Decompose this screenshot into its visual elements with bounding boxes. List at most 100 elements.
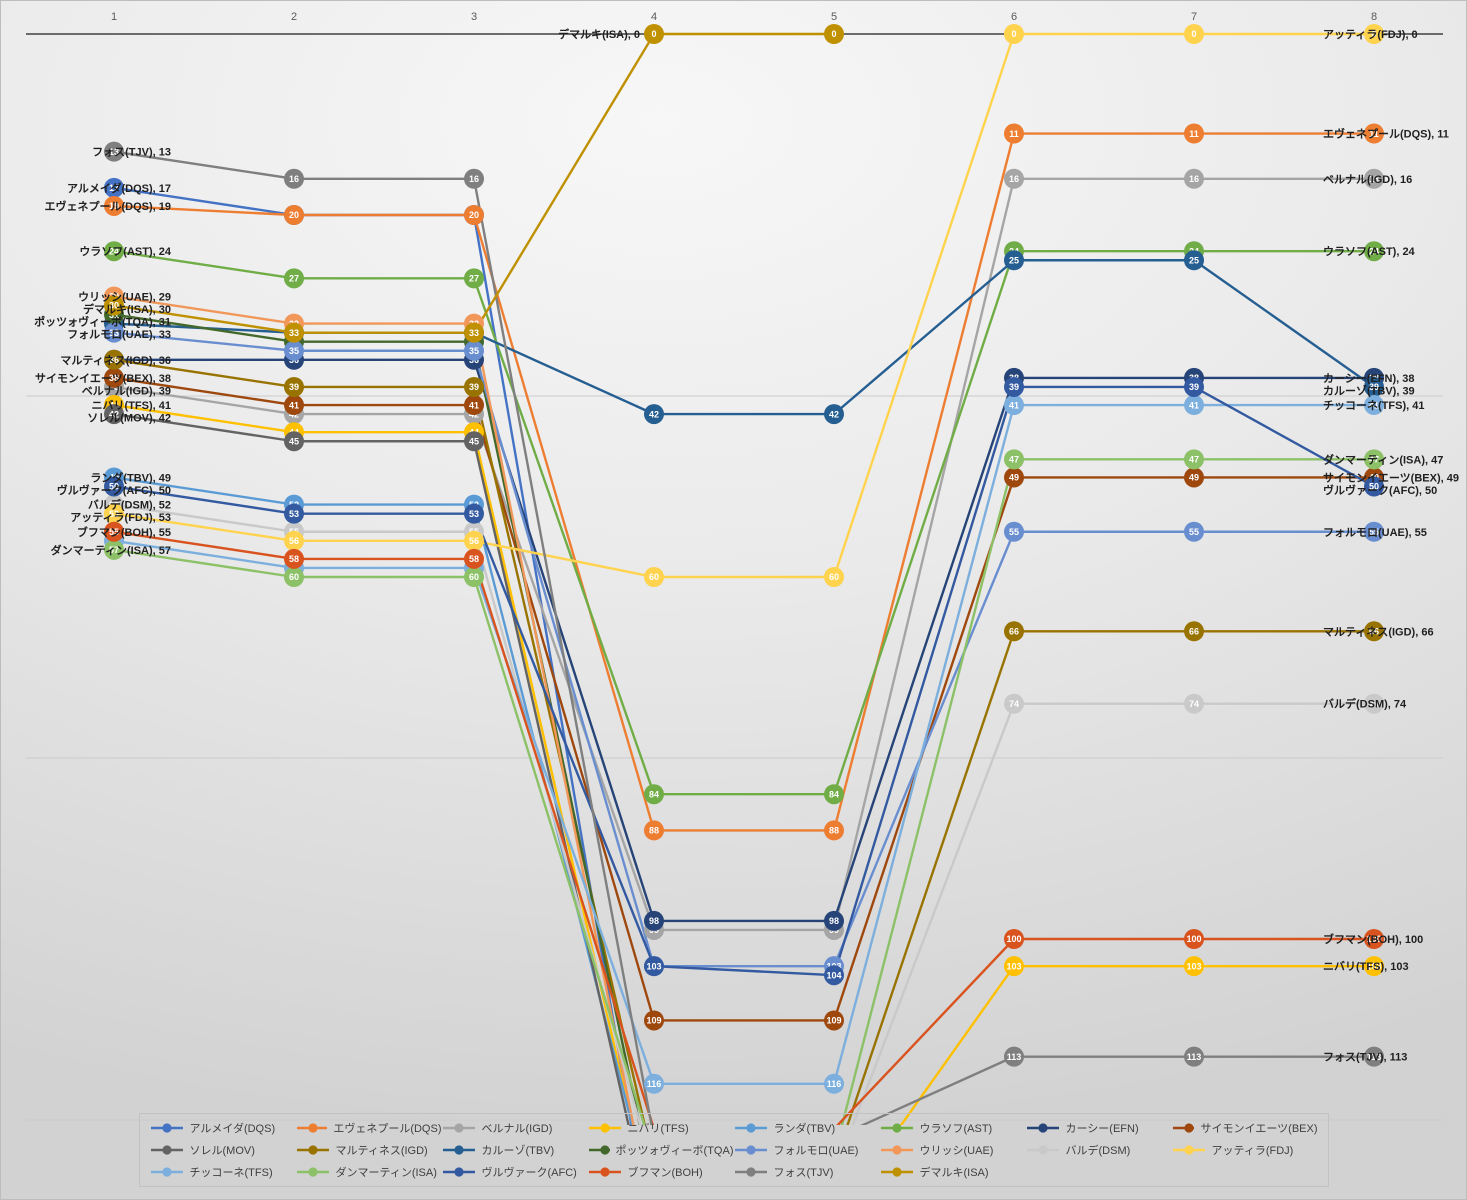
legend-item[interactable]: ウリッシ(UAE): [880, 1139, 1026, 1161]
data-point-marker[interactable]: 60: [284, 567, 304, 587]
data-point-marker[interactable]: 58: [464, 548, 484, 569]
data-point-marker[interactable]: 100: [1184, 929, 1204, 949]
data-point-marker[interactable]: 11: [1364, 123, 1384, 144]
series-line[interactable]: [113, 358, 1374, 1133]
legend-item[interactable]: ポッツォヴィーボ(TQA): [588, 1139, 734, 1161]
series-line[interactable]: [113, 331, 1374, 968]
data-point-marker[interactable]: 11: [1004, 123, 1024, 144]
data-point-marker[interactable]: 33: [464, 322, 484, 343]
data-point-marker[interactable]: 17: [104, 177, 124, 198]
data-point-marker[interactable]: 47: [1004, 449, 1024, 470]
data-point-marker[interactable]: 36: [104, 349, 124, 370]
data-point-marker[interactable]: 39: [284, 376, 304, 397]
series-line[interactable]: [113, 150, 1374, 1133]
data-point-marker[interactable]: 35: [464, 340, 484, 361]
data-point-marker[interactable]: 39: [1004, 376, 1024, 397]
series-line[interactable]: [113, 376, 1374, 1022]
data-point-marker[interactable]: 16: [1004, 168, 1024, 189]
legend-item[interactable]: アッティラ(FDJ): [1172, 1139, 1318, 1161]
legend-item[interactable]: デマルキ(ISA): [880, 1161, 1026, 1183]
series-line[interactable]: [113, 32, 1374, 579]
data-point-marker[interactable]: 53: [464, 503, 484, 524]
data-point-marker[interactable]: 50: [104, 476, 124, 497]
legend-item[interactable]: ブフマン(BOH): [588, 1161, 734, 1183]
series-line[interactable]: [113, 403, 1374, 1086]
data-point-marker[interactable]: 16: [1364, 168, 1384, 189]
data-point-marker[interactable]: 49: [1184, 467, 1204, 488]
legend-item[interactable]: バルデ(DSM): [1026, 1139, 1172, 1161]
data-point-marker[interactable]: 20: [464, 205, 484, 225]
data-point-marker[interactable]: 39: [1364, 376, 1384, 397]
series-line[interactable]: [113, 458, 1374, 1133]
data-point-marker[interactable]: 66: [1364, 621, 1384, 642]
legend-item[interactable]: フォルモロ(UAE): [734, 1139, 880, 1161]
series-line[interactable]: [113, 503, 1374, 1133]
data-point-marker[interactable]: 47: [1364, 449, 1384, 470]
data-point-marker[interactable]: 25: [1184, 250, 1204, 271]
legend-item[interactable]: ウラソフ(AST): [880, 1117, 1026, 1139]
data-point-marker[interactable]: 45: [464, 431, 484, 452]
data-point-marker[interactable]: 25: [1004, 250, 1024, 271]
data-point-marker[interactable]: 41: [1364, 395, 1384, 416]
data-point-marker[interactable]: 41: [1184, 395, 1204, 416]
data-point-marker[interactable]: 58: [284, 548, 304, 569]
data-point-marker[interactable]: 74: [1364, 693, 1384, 714]
data-point-marker[interactable]: 27: [284, 268, 304, 289]
legend-item[interactable]: フォス(TJV): [734, 1161, 880, 1183]
data-point-marker[interactable]: 45: [284, 431, 304, 452]
data-point-marker[interactable]: 109: [824, 1010, 844, 1031]
data-point-marker[interactable]: 49: [1004, 467, 1024, 488]
series-line[interactable]: [113, 132, 1374, 832]
data-point-marker[interactable]: 20: [284, 205, 304, 225]
legend-item[interactable]: マルティネス(IGD): [296, 1139, 442, 1161]
data-point-marker[interactable]: 39: [1184, 376, 1204, 397]
data-point-marker[interactable]: 42: [104, 404, 124, 425]
data-point-marker[interactable]: 116: [644, 1073, 664, 1094]
data-point-marker[interactable]: 56: [464, 530, 484, 551]
data-point-marker[interactable]: 55: [104, 521, 124, 542]
series-line[interactable]: [113, 412, 654, 1133]
data-point-marker[interactable]: 100: [1004, 929, 1024, 949]
data-point-marker[interactable]: 50: [1364, 476, 1384, 497]
data-point-marker[interactable]: 57: [104, 539, 124, 560]
series-line[interactable]: [113, 403, 1374, 1133]
series-line[interactable]: [113, 313, 654, 1133]
legend-item[interactable]: ソレル(MOV): [150, 1139, 296, 1161]
legend-item[interactable]: カルーゾ(TBV): [442, 1139, 588, 1161]
data-point-marker[interactable]: 103: [1004, 956, 1024, 977]
data-point-marker[interactable]: 103: [644, 956, 664, 977]
data-point-marker[interactable]: 35: [284, 340, 304, 361]
data-point-marker[interactable]: 113: [1184, 1046, 1204, 1067]
data-point-marker[interactable]: 55: [1184, 521, 1204, 542]
legend-item[interactable]: チッコーネ(TFS): [150, 1161, 296, 1183]
data-point-marker[interactable]: 16: [464, 168, 484, 189]
data-point-marker[interactable]: 88: [644, 820, 664, 841]
legend-item[interactable]: サイモンイエーツ(BEX): [1172, 1117, 1318, 1139]
data-point-marker[interactable]: 0: [824, 24, 844, 44]
data-point-marker[interactable]: 53: [104, 503, 124, 524]
data-point-marker[interactable]: 53: [284, 503, 304, 524]
data-point-marker[interactable]: 11: [1184, 123, 1204, 144]
data-point-marker[interactable]: 0: [1004, 24, 1024, 44]
data-point-marker[interactable]: 84: [824, 784, 844, 805]
data-point-marker[interactable]: 16: [1184, 168, 1204, 189]
data-point-marker[interactable]: 74: [1004, 693, 1024, 714]
data-point-marker[interactable]: 60: [464, 567, 484, 587]
data-point-marker[interactable]: 84: [644, 784, 664, 805]
legend-item[interactable]: ダンマーティン(ISA): [296, 1161, 442, 1183]
series-line[interactable]: [113, 186, 654, 1133]
series-line[interactable]: [113, 295, 654, 1133]
series-line[interactable]: [113, 476, 654, 1133]
legend-item[interactable]: ランダ(TBV): [734, 1117, 880, 1139]
data-point-marker[interactable]: 41: [464, 395, 484, 416]
legend-item[interactable]: アルメイダ(DQS): [150, 1117, 296, 1139]
data-point-marker[interactable]: 24: [104, 241, 124, 262]
data-point-marker[interactable]: 16: [284, 168, 304, 189]
data-point-marker[interactable]: 60: [644, 567, 664, 587]
data-point-marker[interactable]: 55: [1364, 521, 1384, 542]
data-point-marker[interactable]: 98: [824, 910, 844, 931]
legend-item[interactable]: エヴェネプール(DQS): [296, 1117, 442, 1139]
data-point-marker[interactable]: 100: [1364, 929, 1384, 949]
data-point-marker[interactable]: 27: [464, 268, 484, 289]
data-point-marker[interactable]: 47: [1184, 449, 1204, 470]
